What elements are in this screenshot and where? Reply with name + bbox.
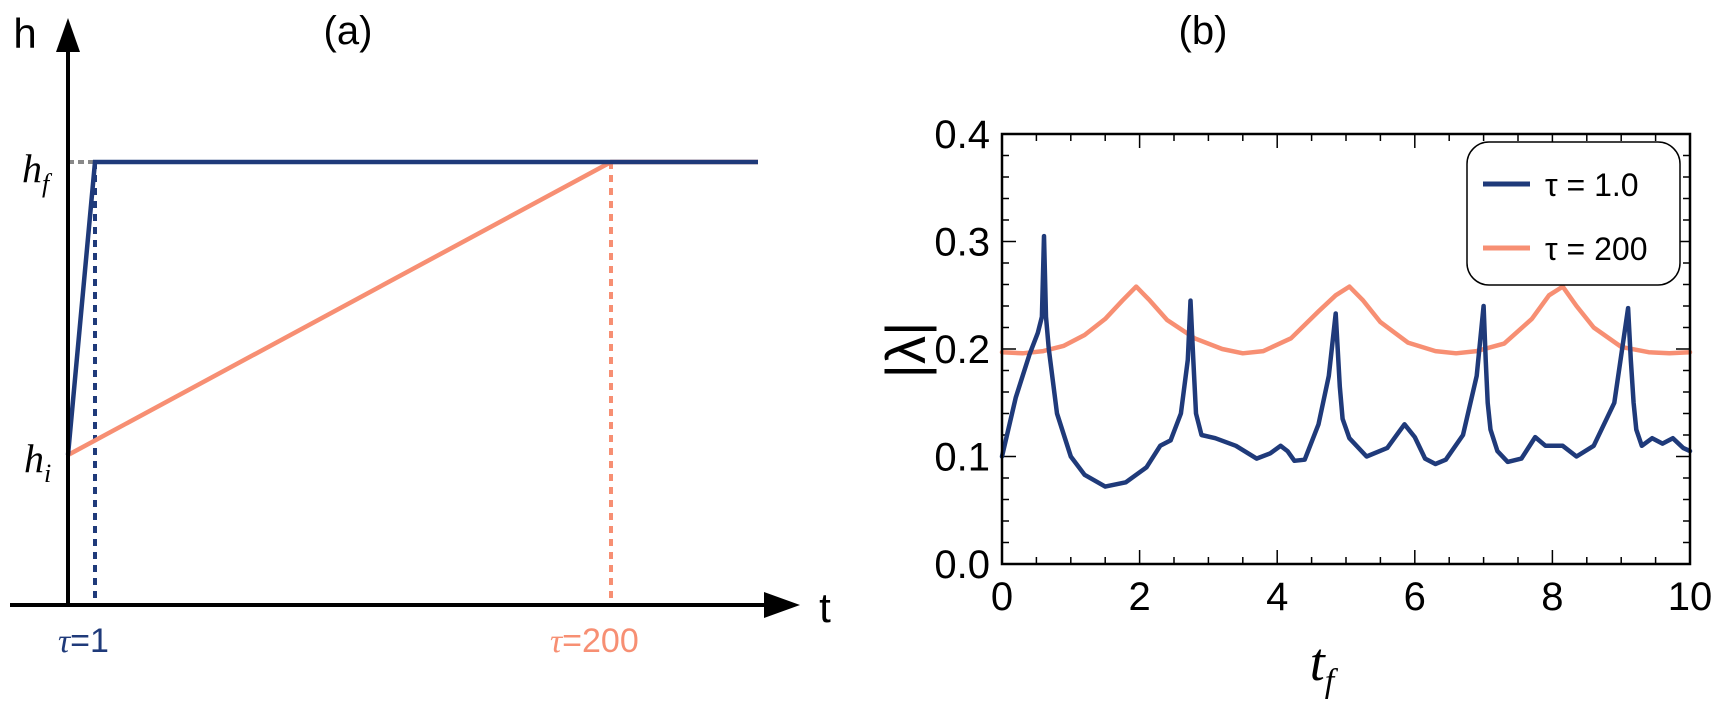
panel-a-hi-label: hi <box>24 436 51 488</box>
panel-b-y-tick-label: 0.2 <box>934 328 990 372</box>
panel-b-plot: (b) 0 2 4 6 8 10 0.0 0.1 0.2 0.3 0.4 |λ| tf τ = 1.… <box>874 9 1712 700</box>
panel-a-hi-base: h <box>24 436 44 481</box>
panel-b-x-axis-label-base: t <box>1310 632 1327 692</box>
panel-b-x-tick-label: 4 <box>1266 575 1288 619</box>
panel-a-tau200-symbol: τ <box>550 623 564 660</box>
panel-b-plot-frame <box>1000 132 1692 566</box>
panel-b-y-tick-label: 0.1 <box>934 436 990 480</box>
panel-b-x-axis-label-sub: f <box>1325 663 1339 700</box>
panel-b-x-tick-label: 8 <box>1541 575 1563 619</box>
panel-a-tau1-text: =1 <box>70 622 109 660</box>
panel-a-y-axis-label: h <box>13 10 36 57</box>
panel-a-series-group <box>65 159 758 605</box>
panel-b-legend-entry-tau1: τ = 1.0 <box>1545 167 1639 203</box>
panel-a-series-tau200 <box>66 159 758 457</box>
panel-a-x-axis-label: t <box>819 584 831 631</box>
panel-a-hf-label: hf <box>22 146 53 198</box>
panel-a-y-axis-arrowhead <box>56 18 80 52</box>
panel-b-y-tick-label: 0.3 <box>934 221 990 265</box>
panel-b-tick-labels-group: 0 2 4 6 8 10 0.0 0.1 0.2 0.3 0.4 <box>934 113 1712 619</box>
panel-a-schematic: (a) h t hf hi τ=1 τ=200 <box>10 9 831 660</box>
panel-a-label: (a) <box>324 9 373 53</box>
panel-b-y-tick-label: 0.4 <box>934 113 990 157</box>
panel-b-legend-entry-tau200: τ = 200 <box>1545 231 1648 267</box>
panel-b-series-tau1 <box>999 233 1693 489</box>
panel-a-series-tau1 <box>65 159 758 456</box>
panel-b-y-tick-label: 0.0 <box>934 543 990 587</box>
panel-a-x-axis-arrowhead <box>764 592 800 618</box>
panel-b-legend: τ = 1.0 τ = 200 <box>1466 141 1681 286</box>
panel-b-x-axis-label: tf <box>1310 632 1339 700</box>
panel-a-tau1-label: τ=1 <box>58 622 109 660</box>
panel-a-hf-sub: f <box>42 169 53 198</box>
panel-b-x-tick-label: 10 <box>1668 575 1713 619</box>
panel-b-series-tau200 <box>999 284 1693 356</box>
panel-a-hi-sub: i <box>44 459 51 488</box>
panel-a-tau200-label: τ=200 <box>550 622 639 660</box>
panel-b-x-tick-label: 0 <box>991 575 1013 619</box>
panel-b-series-group <box>999 233 1693 489</box>
panel-b-y-axis-label: |λ| <box>874 321 937 378</box>
panel-b-x-tick-label: 2 <box>1128 575 1150 619</box>
panel-a-tau1-symbol: τ <box>58 623 72 660</box>
panel-a-tau200-text: =200 <box>562 622 639 660</box>
panel-a-hf-base: h <box>22 146 42 191</box>
panel-b-label: (b) <box>1179 9 1228 53</box>
panel-b-x-tick-label: 6 <box>1404 575 1426 619</box>
